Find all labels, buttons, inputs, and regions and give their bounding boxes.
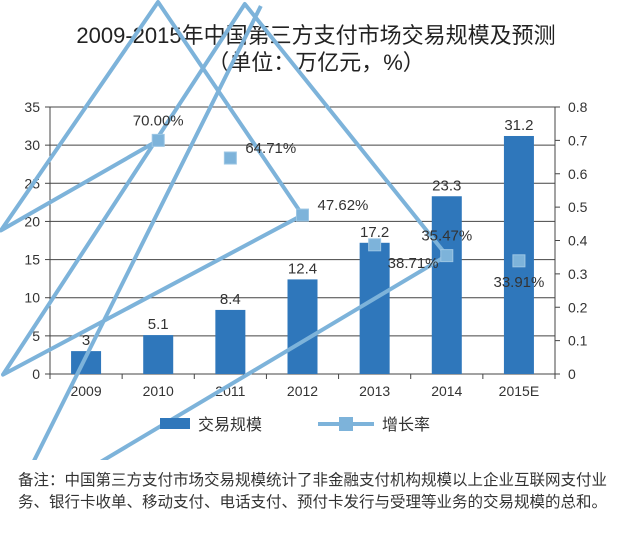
bar — [215, 309, 246, 374]
chart-subtitle: （单位：万亿元，%） — [207, 50, 425, 75]
x-tick-label: 2010 — [143, 383, 174, 399]
left-tick-label: 5 — [32, 328, 40, 344]
legend-swatch-marker — [339, 417, 353, 431]
footnote: 备注：中国第三方支付市场交易规模统计了非金融支付机构规模以上企业互联网支付业务、… — [18, 472, 608, 511]
x-tick-label: 2014 — [431, 383, 462, 399]
growth-data-label: 35.47% — [421, 228, 472, 245]
growth-data-label: 70.00% — [133, 112, 184, 129]
x-tick-label: 2012 — [287, 383, 318, 399]
right-tick-label: 0.8 — [568, 99, 588, 115]
right-tick-label: 0.5 — [568, 199, 588, 215]
growth-marker — [440, 249, 454, 263]
x-tick-label: 2009 — [70, 383, 101, 399]
left-tick-label: 20 — [24, 213, 40, 229]
bar-data-label: 5.1 — [148, 316, 169, 333]
bar-data-label: 3 — [82, 332, 90, 349]
bar-data-label: 23.3 — [432, 177, 461, 194]
bar — [287, 279, 318, 374]
growth-line — [0, 0, 449, 460]
left-tick-label: 30 — [24, 137, 40, 153]
left-tick-label: 15 — [24, 252, 40, 268]
bar-data-label: 12.4 — [288, 260, 317, 277]
growth-marker — [368, 238, 382, 252]
legend-label-bar: 交易规模 — [198, 416, 262, 434]
left-tick-label: 35 — [24, 99, 40, 115]
growth-data-label: 38.71% — [388, 255, 439, 272]
right-tick-label: 0.2 — [568, 299, 588, 315]
left-tick-label: 0 — [32, 366, 40, 382]
chart: 0510152025303500.10.20.30.40.50.60.70.82… — [0, 0, 588, 460]
legend-swatch-bar — [160, 418, 190, 429]
bar-data-label: 8.4 — [220, 291, 241, 308]
growth-data-label: 33.91% — [493, 274, 544, 291]
bar-data-label: 17.2 — [360, 224, 389, 241]
growth-marker — [151, 133, 165, 147]
right-tick-label: 0.3 — [568, 266, 588, 282]
growth-marker — [512, 254, 526, 268]
bar — [431, 196, 462, 374]
legend-label-line: 增长率 — [382, 416, 430, 434]
left-tick-label: 10 — [24, 290, 40, 306]
right-tick-label: 0.1 — [568, 333, 588, 349]
growth-marker — [223, 151, 237, 165]
growth-data-label: 47.62% — [318, 197, 369, 214]
bar-data-label: 31.2 — [504, 117, 533, 134]
right-tick-label: 0.4 — [568, 233, 588, 249]
bar — [359, 242, 390, 374]
x-tick-label: 2015E — [499, 383, 539, 399]
growth-data-label: 64.71% — [245, 140, 296, 157]
x-tick-label: 2013 — [359, 383, 390, 399]
bar — [143, 335, 174, 374]
right-tick-label: 0.7 — [568, 132, 588, 148]
chart-title: 2009-2015年中国第三方支付市场交易规模及预测 — [76, 23, 556, 48]
right-tick-label: 0.6 — [568, 166, 588, 182]
growth-marker — [296, 208, 309, 222]
right-tick-label: 0 — [568, 366, 576, 382]
